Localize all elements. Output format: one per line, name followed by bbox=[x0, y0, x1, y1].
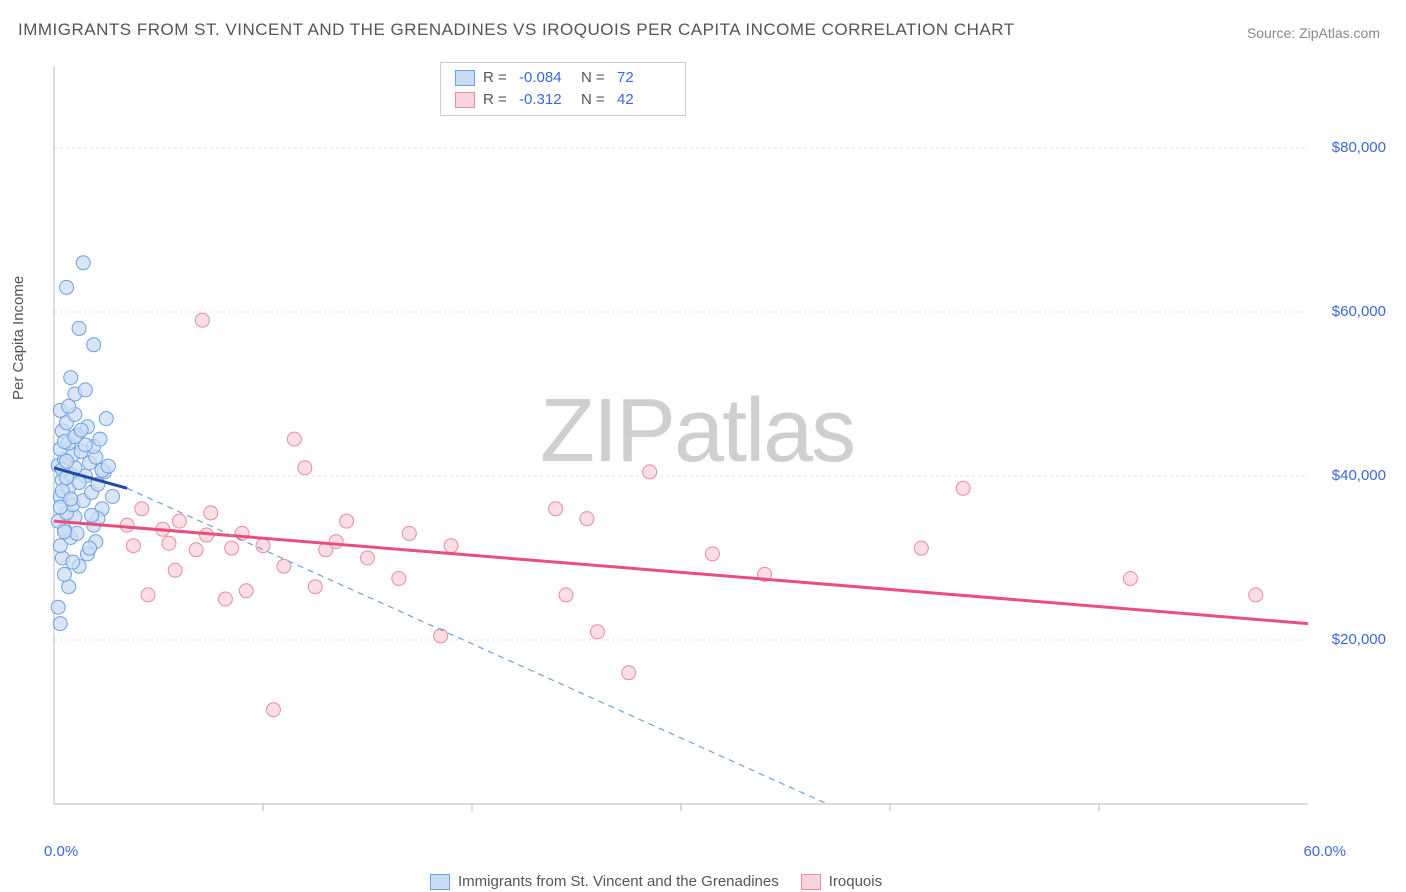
swatch-pink-icon bbox=[801, 874, 821, 890]
swatch-blue-icon bbox=[455, 70, 475, 86]
r-value-pink: -0.312 bbox=[519, 89, 573, 111]
swatch-pink-icon bbox=[455, 92, 475, 108]
legend-item-pink: Iroquois bbox=[801, 873, 882, 890]
watermark: ZIPatlas bbox=[540, 380, 854, 483]
n-value-blue: 72 bbox=[617, 67, 671, 89]
y-tick-label: $60,000 bbox=[1332, 303, 1386, 320]
series-legend: Immigrants from St. Vincent and the Gren… bbox=[430, 873, 882, 890]
r-label: R = bbox=[483, 89, 511, 111]
r-value-blue: -0.084 bbox=[519, 67, 573, 89]
watermark-thin: atlas bbox=[674, 381, 854, 481]
series-label-pink: Iroquois bbox=[829, 873, 882, 890]
y-tick-label: $20,000 bbox=[1332, 631, 1386, 648]
y-tick-label: $80,000 bbox=[1332, 139, 1386, 156]
n-label: N = bbox=[581, 67, 609, 89]
n-label: N = bbox=[581, 89, 609, 111]
legend-item-blue: Immigrants from St. Vincent and the Gren… bbox=[430, 873, 779, 890]
series-label-blue: Immigrants from St. Vincent and the Gren… bbox=[458, 873, 779, 890]
chart-title: IMMIGRANTS FROM ST. VINCENT AND THE GREN… bbox=[18, 20, 1015, 40]
y-axis-label: Per Capita Income bbox=[10, 276, 27, 400]
x-tick-label-max: 60.0% bbox=[1303, 843, 1346, 860]
y-tick-label: $40,000 bbox=[1332, 467, 1386, 484]
watermark-bold: ZIP bbox=[540, 381, 674, 481]
legend-row-blue: R = -0.084 N = 72 bbox=[455, 67, 671, 89]
x-tick-label-min: 0.0% bbox=[44, 843, 78, 860]
legend-row-pink: R = -0.312 N = 42 bbox=[455, 89, 671, 111]
n-value-pink: 42 bbox=[617, 89, 671, 111]
swatch-blue-icon bbox=[430, 874, 450, 890]
correlation-legend: R = -0.084 N = 72 R = -0.312 N = 42 bbox=[440, 62, 686, 116]
source-attribution: Source: ZipAtlas.com bbox=[1247, 25, 1380, 41]
r-label: R = bbox=[483, 67, 511, 89]
